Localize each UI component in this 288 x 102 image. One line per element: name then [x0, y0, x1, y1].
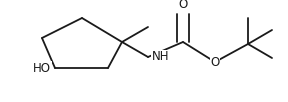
- Text: HO: HO: [33, 62, 51, 74]
- Text: NH: NH: [152, 50, 170, 64]
- Text: O: O: [178, 0, 187, 11]
- Text: O: O: [210, 55, 220, 69]
